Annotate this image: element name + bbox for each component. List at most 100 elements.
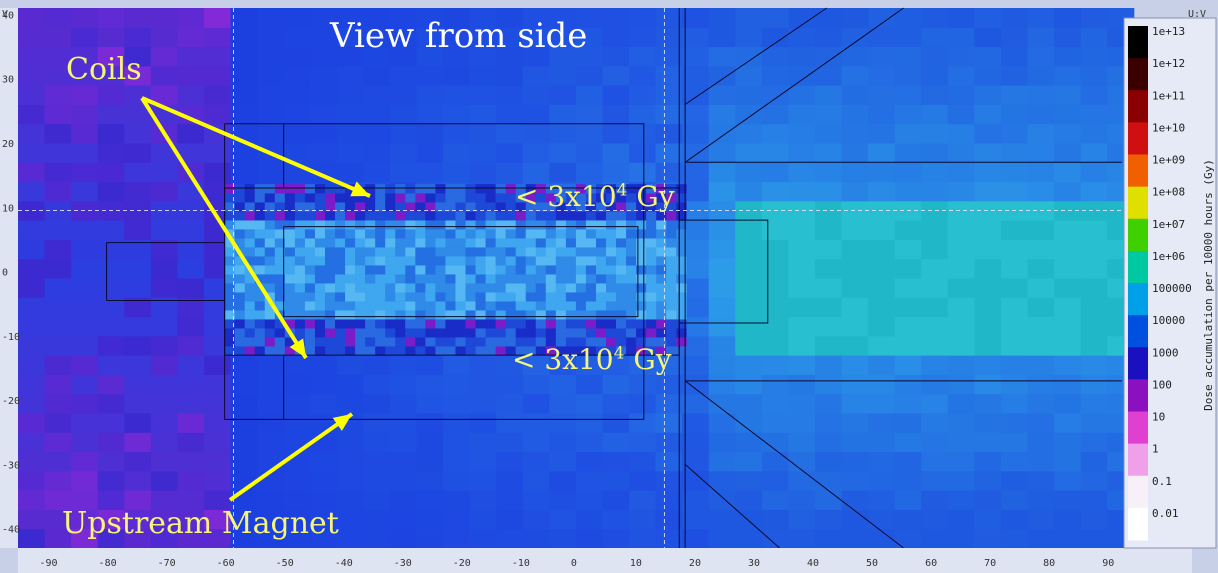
heatmap-cell: [629, 490, 657, 510]
heatmap-cell: [575, 470, 603, 491]
heatmap-cell: [522, 413, 550, 433]
heatmap-cell: [257, 27, 285, 48]
heatmap-cell: [841, 393, 869, 414]
heatmap-cell: [257, 65, 285, 86]
heatmap-cell: [682, 278, 710, 298]
heatmap-fine-cell: [375, 310, 386, 320]
heatmap-fine-cell: [385, 238, 396, 248]
heatmap-fine-cell: [355, 292, 366, 302]
heatmap-fine-cell: [666, 292, 677, 302]
heatmap-cell: [363, 27, 391, 48]
heatmap-fine-cell: [575, 247, 587, 257]
heatmap-cell: [336, 528, 364, 549]
heatmap-cell: [921, 65, 949, 86]
heatmap-cell: [735, 374, 763, 395]
colorbar-tick-label: 1e+13: [1152, 25, 1185, 38]
heatmap-cell: [97, 528, 125, 549]
colorbar-swatch: [1128, 507, 1148, 541]
heatmap-cell: [97, 143, 125, 163]
heatmap-cell: [575, 46, 603, 67]
y-tick-label: -30: [2, 460, 20, 471]
heatmap-fine-cell: [626, 211, 637, 221]
heatmap-cell: [416, 8, 444, 28]
heatmap-cell: [18, 451, 46, 472]
heatmap-cell: [1000, 490, 1029, 510]
x-tick-label: -80: [99, 558, 117, 569]
heatmap-fine-cell: [545, 220, 557, 230]
heatmap-cell: [522, 65, 550, 86]
heatmap-fine-cell: [485, 274, 496, 284]
heatmap-cell: [416, 143, 444, 163]
heatmap-fine-cell: [324, 328, 336, 338]
heatmap-fine-cell: [284, 202, 296, 212]
colorbar-label: Dose accumulation per 10000 hours (Gy): [1202, 159, 1215, 411]
heatmap-cell: [177, 8, 205, 28]
heatmap-fine-cell: [455, 184, 466, 194]
heatmap-cell: [841, 470, 869, 491]
heatmap-cell: [1080, 316, 1108, 337]
heatmap-fine-cell: [375, 256, 386, 266]
heatmap-cell: [363, 8, 391, 28]
heatmap-fine-cell: [455, 274, 466, 284]
heatmap-fine-cell: [636, 247, 647, 257]
heatmap-fine-cell: [465, 346, 476, 356]
heatmap-fine-cell: [676, 328, 687, 338]
heatmap-fine-cell: [505, 328, 516, 338]
heatmap-cell: [629, 85, 657, 105]
heatmap-cell: [443, 413, 471, 433]
heatmap-cell: [18, 181, 46, 202]
heatmap-cell: [469, 27, 497, 48]
heatmap-cell: [97, 85, 125, 105]
heatmap-cell: [496, 528, 524, 549]
heatmap-fine-cell: [656, 247, 667, 257]
heatmap-cell: [708, 355, 736, 375]
heatmap-cell: [575, 528, 603, 549]
heatmap-cell: [629, 65, 657, 86]
heatmap-cell: [283, 143, 311, 163]
heatmap-cell: [522, 8, 550, 28]
heatmap-cell: [1054, 65, 1082, 86]
heatmap-cell: [682, 374, 710, 395]
heatmap-cell: [549, 490, 577, 510]
heatmap-cell: [708, 200, 736, 221]
heatmap-cell: [257, 123, 285, 144]
heatmap-cell: [416, 490, 444, 510]
heatmap-cell: [177, 46, 205, 67]
heatmap-cell: [868, 528, 896, 549]
heatmap-cell: [841, 258, 869, 279]
heatmap-cell: [894, 316, 922, 337]
heatmap-cell: [735, 85, 763, 105]
heatmap-cell: [203, 509, 232, 530]
heatmap-cell: [894, 258, 922, 279]
heatmap-cell: [735, 239, 763, 260]
heatmap-fine-cell: [254, 328, 266, 338]
heatmap-cell: [443, 123, 471, 144]
heatmap-fine-cell: [355, 283, 366, 293]
heatmap-fine-cell: [626, 184, 637, 194]
heatmap-cell: [708, 509, 736, 530]
heatmap-cell: [71, 27, 99, 48]
upper-dose-exponent: 4: [616, 180, 628, 201]
arrow-upstream-magnet: [228, 412, 354, 502]
heatmap-fine-cell: [314, 193, 326, 203]
downstream-box: [679, 219, 769, 324]
heatmap-fine-cell: [455, 301, 466, 311]
heatmap-cell: [443, 27, 471, 48]
x-tick-label: 90: [1102, 558, 1114, 569]
heatmap-fine-cell: [355, 229, 366, 239]
heatmap-fine-cell: [314, 256, 326, 266]
heatmap-cell: [97, 46, 125, 67]
heatmap-fine-cell: [515, 193, 527, 203]
heatmap-fine-cell: [656, 292, 667, 302]
colorbar-swatch: [1128, 283, 1148, 316]
heatmap-cell: [868, 316, 896, 337]
heatmap-cell: [124, 104, 152, 125]
heatmap-fine-cell: [595, 193, 607, 203]
heatmap-fine-cell: [525, 346, 537, 356]
heatmap-fine-cell: [375, 238, 386, 248]
heatmap-cell: [363, 413, 391, 433]
heatmap-fine-cell: [274, 256, 286, 266]
heatmap-cell: [629, 393, 657, 414]
heatmap-fine-cell: [284, 220, 296, 230]
heatmap-cell: [124, 297, 152, 318]
